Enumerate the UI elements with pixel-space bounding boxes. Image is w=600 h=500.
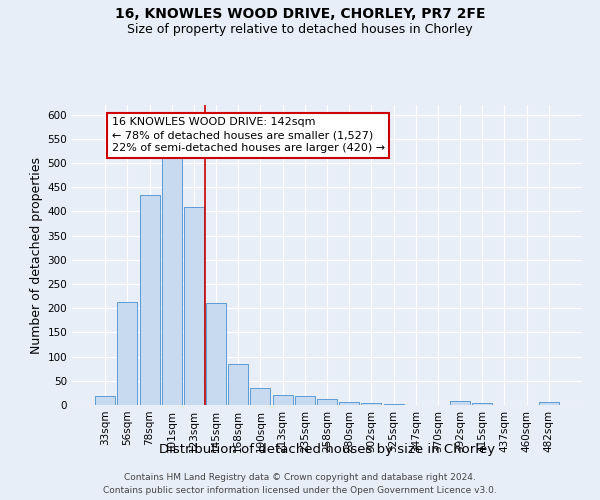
Bar (383, 404, 404, 405)
Bar (206, 304, 226, 405)
Bar (361, 402, 382, 405)
Bar (140, 194, 160, 405)
Bar (250, 388, 271, 405)
Text: 16, KNOWLES WOOD DRIVE, CHORLEY, PR7 2FE: 16, KNOWLES WOOD DRIVE, CHORLEY, PR7 2FE (115, 8, 485, 22)
Bar (539, 402, 559, 405)
Text: Contains HM Land Registry data © Crown copyright and database right 2024.
Contai: Contains HM Land Registry data © Crown c… (103, 474, 497, 495)
Bar (118, 302, 137, 405)
Text: 16 KNOWLES WOOD DRIVE: 142sqm
← 78% of detached houses are smaller (1,527)
22% o: 16 KNOWLES WOOD DRIVE: 142sqm ← 78% of d… (112, 117, 385, 154)
Bar (162, 158, 182, 405)
Text: Distribution of detached houses by size in Chorley: Distribution of detached houses by size … (159, 442, 495, 456)
Bar (317, 398, 337, 405)
Bar (95, 396, 115, 405)
Y-axis label: Number of detached properties: Number of detached properties (30, 156, 43, 354)
Text: Size of property relative to detached houses in Chorley: Size of property relative to detached ho… (127, 22, 473, 36)
Bar (272, 396, 293, 405)
Bar (228, 364, 248, 405)
Bar (450, 401, 470, 405)
Bar (295, 396, 315, 405)
Bar (339, 402, 359, 405)
Bar (184, 206, 204, 405)
Bar (472, 402, 492, 405)
